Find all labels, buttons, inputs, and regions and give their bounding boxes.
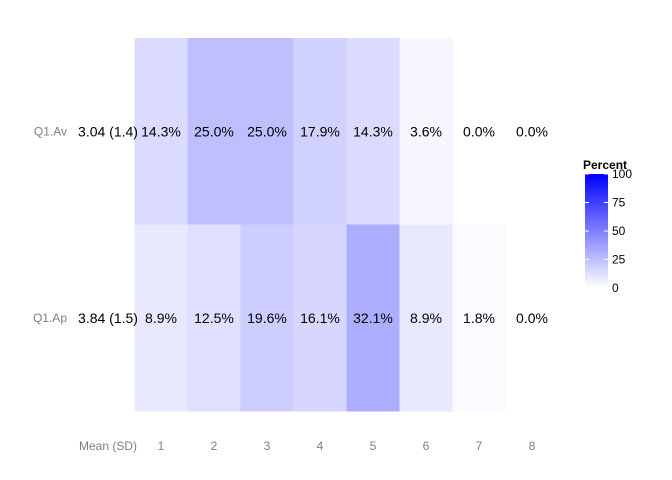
heatmap-cell-Q1.Av-2 bbox=[187, 38, 241, 225]
cell-value-label: 19.6% bbox=[247, 310, 287, 326]
cell-value-label: 1.8% bbox=[463, 310, 495, 326]
heatmap-cell-Q1.Ap-1 bbox=[134, 224, 188, 412]
legend-tick-label: 75 bbox=[612, 196, 626, 210]
heatmap-cell-Q1.Av-1 bbox=[134, 38, 188, 225]
cell-value-label: 16.1% bbox=[300, 310, 340, 326]
cell-value-label: 12.5% bbox=[194, 310, 234, 326]
heatmap-cell-Q1.Av-6 bbox=[399, 38, 453, 225]
cell-value-label: 0.0% bbox=[516, 123, 548, 139]
row-label: Q1.Av bbox=[34, 124, 67, 138]
legend-tick-label: 50 bbox=[612, 224, 626, 238]
heatmap-cell-Q1.Av-5 bbox=[346, 38, 400, 225]
x-axis: Mean (SD) 1 2 3 4 5 6 7 8 bbox=[79, 439, 536, 453]
heatmap-cells bbox=[134, 38, 506, 412]
legend-tick-label: 25 bbox=[612, 253, 626, 267]
cell-value-label: 0.0% bbox=[516, 310, 548, 326]
x-tick-label: 3 bbox=[264, 439, 271, 453]
legend-tick-label: 100 bbox=[612, 167, 632, 181]
cell-value-label: 25.0% bbox=[247, 123, 287, 139]
cell-value-label: 25.0% bbox=[194, 123, 234, 139]
heatmap-cell-Q1.Ap-3 bbox=[240, 224, 294, 412]
legend-colorbar bbox=[585, 174, 608, 288]
mean-sd-label: 3.04 (1.4) bbox=[78, 123, 138, 139]
x-tick-label: 6 bbox=[423, 439, 430, 453]
legend-tick-label: 0 bbox=[612, 281, 619, 295]
x-tick-label: 2 bbox=[211, 439, 218, 453]
cell-value-label: 14.3% bbox=[141, 123, 181, 139]
cell-value-label: 3.6% bbox=[410, 123, 442, 139]
heatmap-labels: Q1.Av 3.04 (1.4) 14.3% 25.0% 25.0% 17.9% 14.3%… bbox=[33, 123, 548, 326]
legend-title: Percent bbox=[583, 158, 627, 172]
heatmap-cell-Q1.Ap-7 bbox=[452, 224, 506, 412]
cell-value-label: 14.3% bbox=[353, 123, 393, 139]
heatmap-cell-Q1.Ap-6 bbox=[399, 224, 453, 412]
heatmap-cell-Q1.Av-4 bbox=[293, 38, 347, 225]
cell-value-label: 32.1% bbox=[353, 310, 393, 326]
cell-value-label: 8.9% bbox=[410, 310, 442, 326]
heatmap-cell-Q1.Ap-4 bbox=[293, 224, 347, 412]
mean-sd-label: 3.84 (1.5) bbox=[78, 310, 138, 326]
row-label: Q1.Ap bbox=[33, 311, 67, 325]
x-tick-label: 4 bbox=[317, 439, 324, 453]
cell-value-label: 0.0% bbox=[463, 123, 495, 139]
x-tick-label: 7 bbox=[476, 439, 483, 453]
cell-value-label: 8.9% bbox=[145, 310, 177, 326]
x-tick-label: 1 bbox=[158, 439, 165, 453]
x-tick-label: 8 bbox=[529, 439, 536, 453]
heatmap-cell-Q1.Ap-2 bbox=[187, 224, 241, 412]
x-header-mean-sd: Mean (SD) bbox=[79, 439, 137, 453]
heatmap-cell-Q1.Ap-5 bbox=[346, 224, 400, 412]
cell-value-label: 17.9% bbox=[300, 123, 340, 139]
heatmap-cell-Q1.Av-3 bbox=[240, 38, 294, 225]
x-tick-label: 5 bbox=[370, 439, 377, 453]
